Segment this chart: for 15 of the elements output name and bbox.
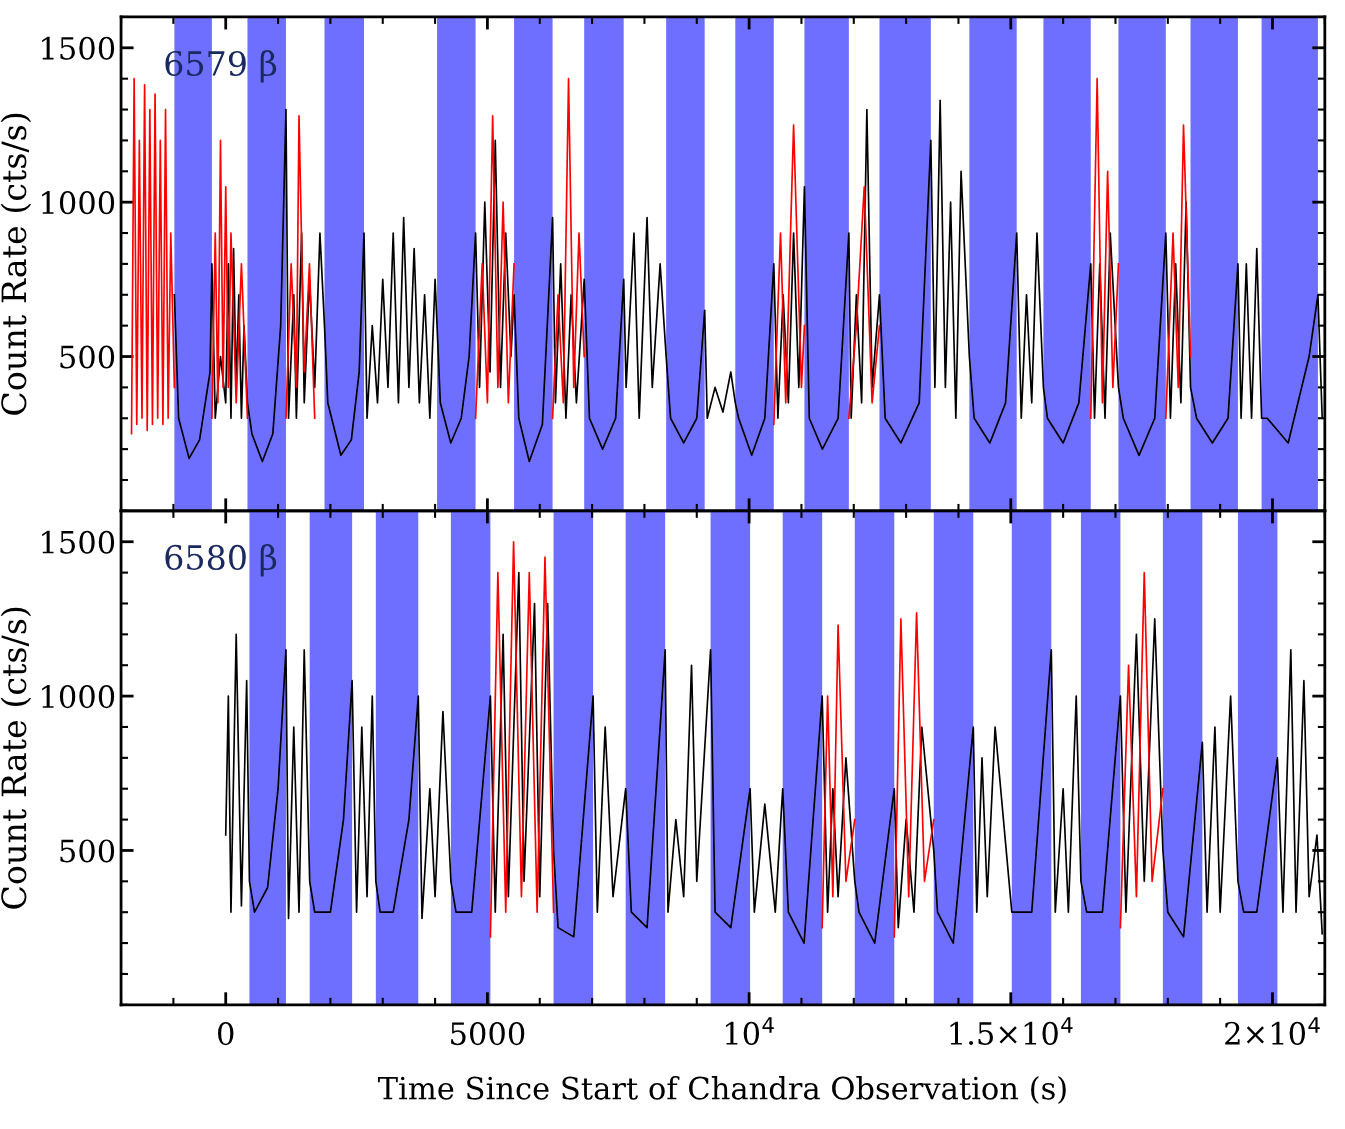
x-tick-label: 1.5×10$^{4}$ xyxy=(950,1017,1073,1045)
x-axis-title: Time Since Start of Chandra Observation (s) xyxy=(377,1076,1066,1105)
x-tick-label: 0 xyxy=(218,1022,234,1046)
x-tick-label: 2×10$^{4}$ xyxy=(1225,1017,1320,1045)
y-tick-label: 1500 xyxy=(42,36,115,60)
y-tick-label: 1000 xyxy=(42,685,115,709)
y-axis-title: Count Rate (cts/s) xyxy=(0,607,32,909)
y-tick-label: 1000 xyxy=(42,191,115,215)
y-tick-label: 500 xyxy=(60,345,115,369)
y-tick-label: 1500 xyxy=(42,530,115,554)
x-tick-label: 10$^{4}$ xyxy=(725,1017,774,1045)
y-axis-title: Count Rate (cts/s) xyxy=(0,113,32,415)
y-tick-label: 500 xyxy=(60,839,115,863)
x-tick-label: 5000 xyxy=(451,1022,525,1046)
annotation: 6580 β xyxy=(165,544,277,577)
